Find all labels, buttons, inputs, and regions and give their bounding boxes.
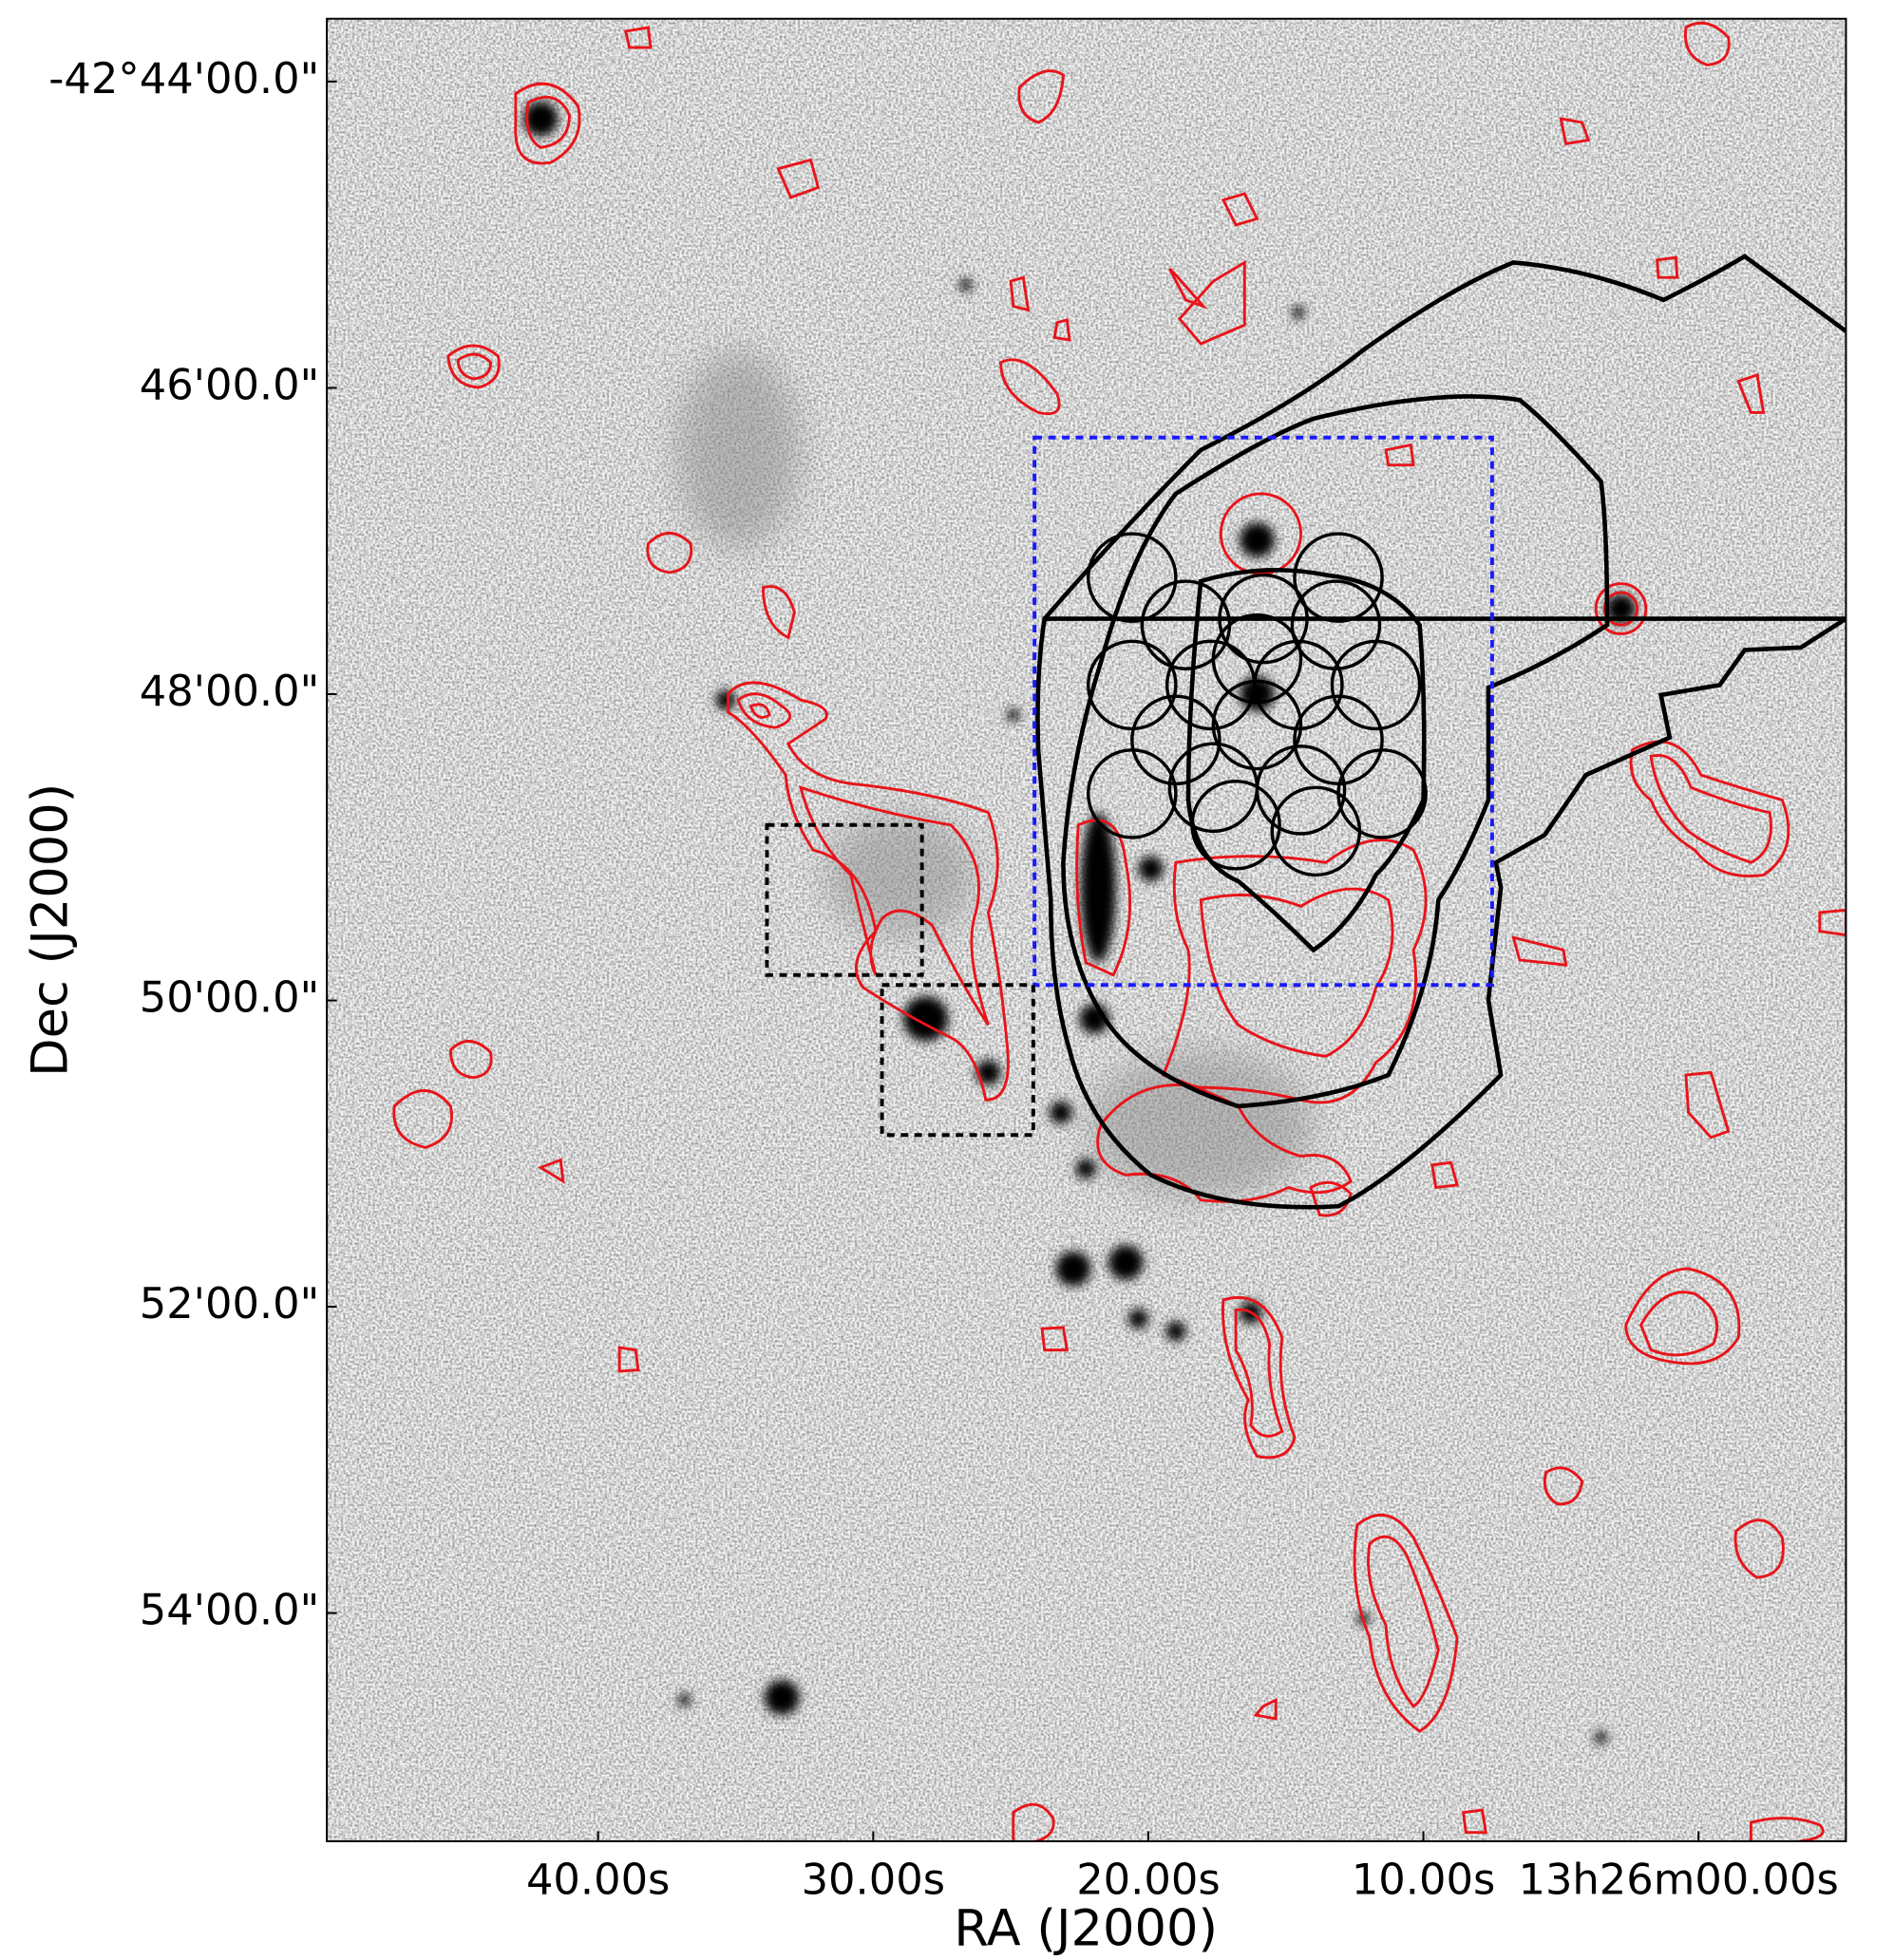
- y-tick-label: 54'00.0": [140, 1585, 319, 1635]
- pointing-circles: [1087, 532, 1428, 877]
- x-tick-label: 40.00s: [526, 1854, 670, 1904]
- y-axis-label: Dec (J2000): [21, 783, 79, 1077]
- y-tick-label: 46'00.0": [140, 359, 319, 409]
- y-tick-label: -42°44'00.0": [48, 53, 319, 104]
- coverage-contours: [1035, 254, 1847, 1210]
- blue-region: [1032, 435, 1494, 988]
- sky-image: [327, 18, 1847, 1841]
- radio-contours: [392, 21, 1847, 1841]
- y-tick-label: 50'00.0": [140, 972, 319, 1023]
- black-regions: [765, 822, 1035, 1138]
- x-tick-label: 30.00s: [802, 1854, 945, 1904]
- x-tick-label: 13h26m00.00s: [1519, 1854, 1839, 1904]
- x-tick-label: 20.00s: [1076, 1854, 1220, 1904]
- x-tick-label: 10.00s: [1352, 1854, 1495, 1904]
- y-tick-label: 48'00.0": [140, 666, 319, 716]
- y-tick-label: 52'00.0": [140, 1278, 319, 1329]
- x-axis-label: RA (J2000): [954, 1899, 1218, 1957]
- plot-frame: [326, 17, 1847, 1842]
